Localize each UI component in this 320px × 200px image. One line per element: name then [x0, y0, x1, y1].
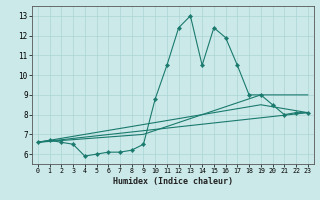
X-axis label: Humidex (Indice chaleur): Humidex (Indice chaleur) [113, 177, 233, 186]
